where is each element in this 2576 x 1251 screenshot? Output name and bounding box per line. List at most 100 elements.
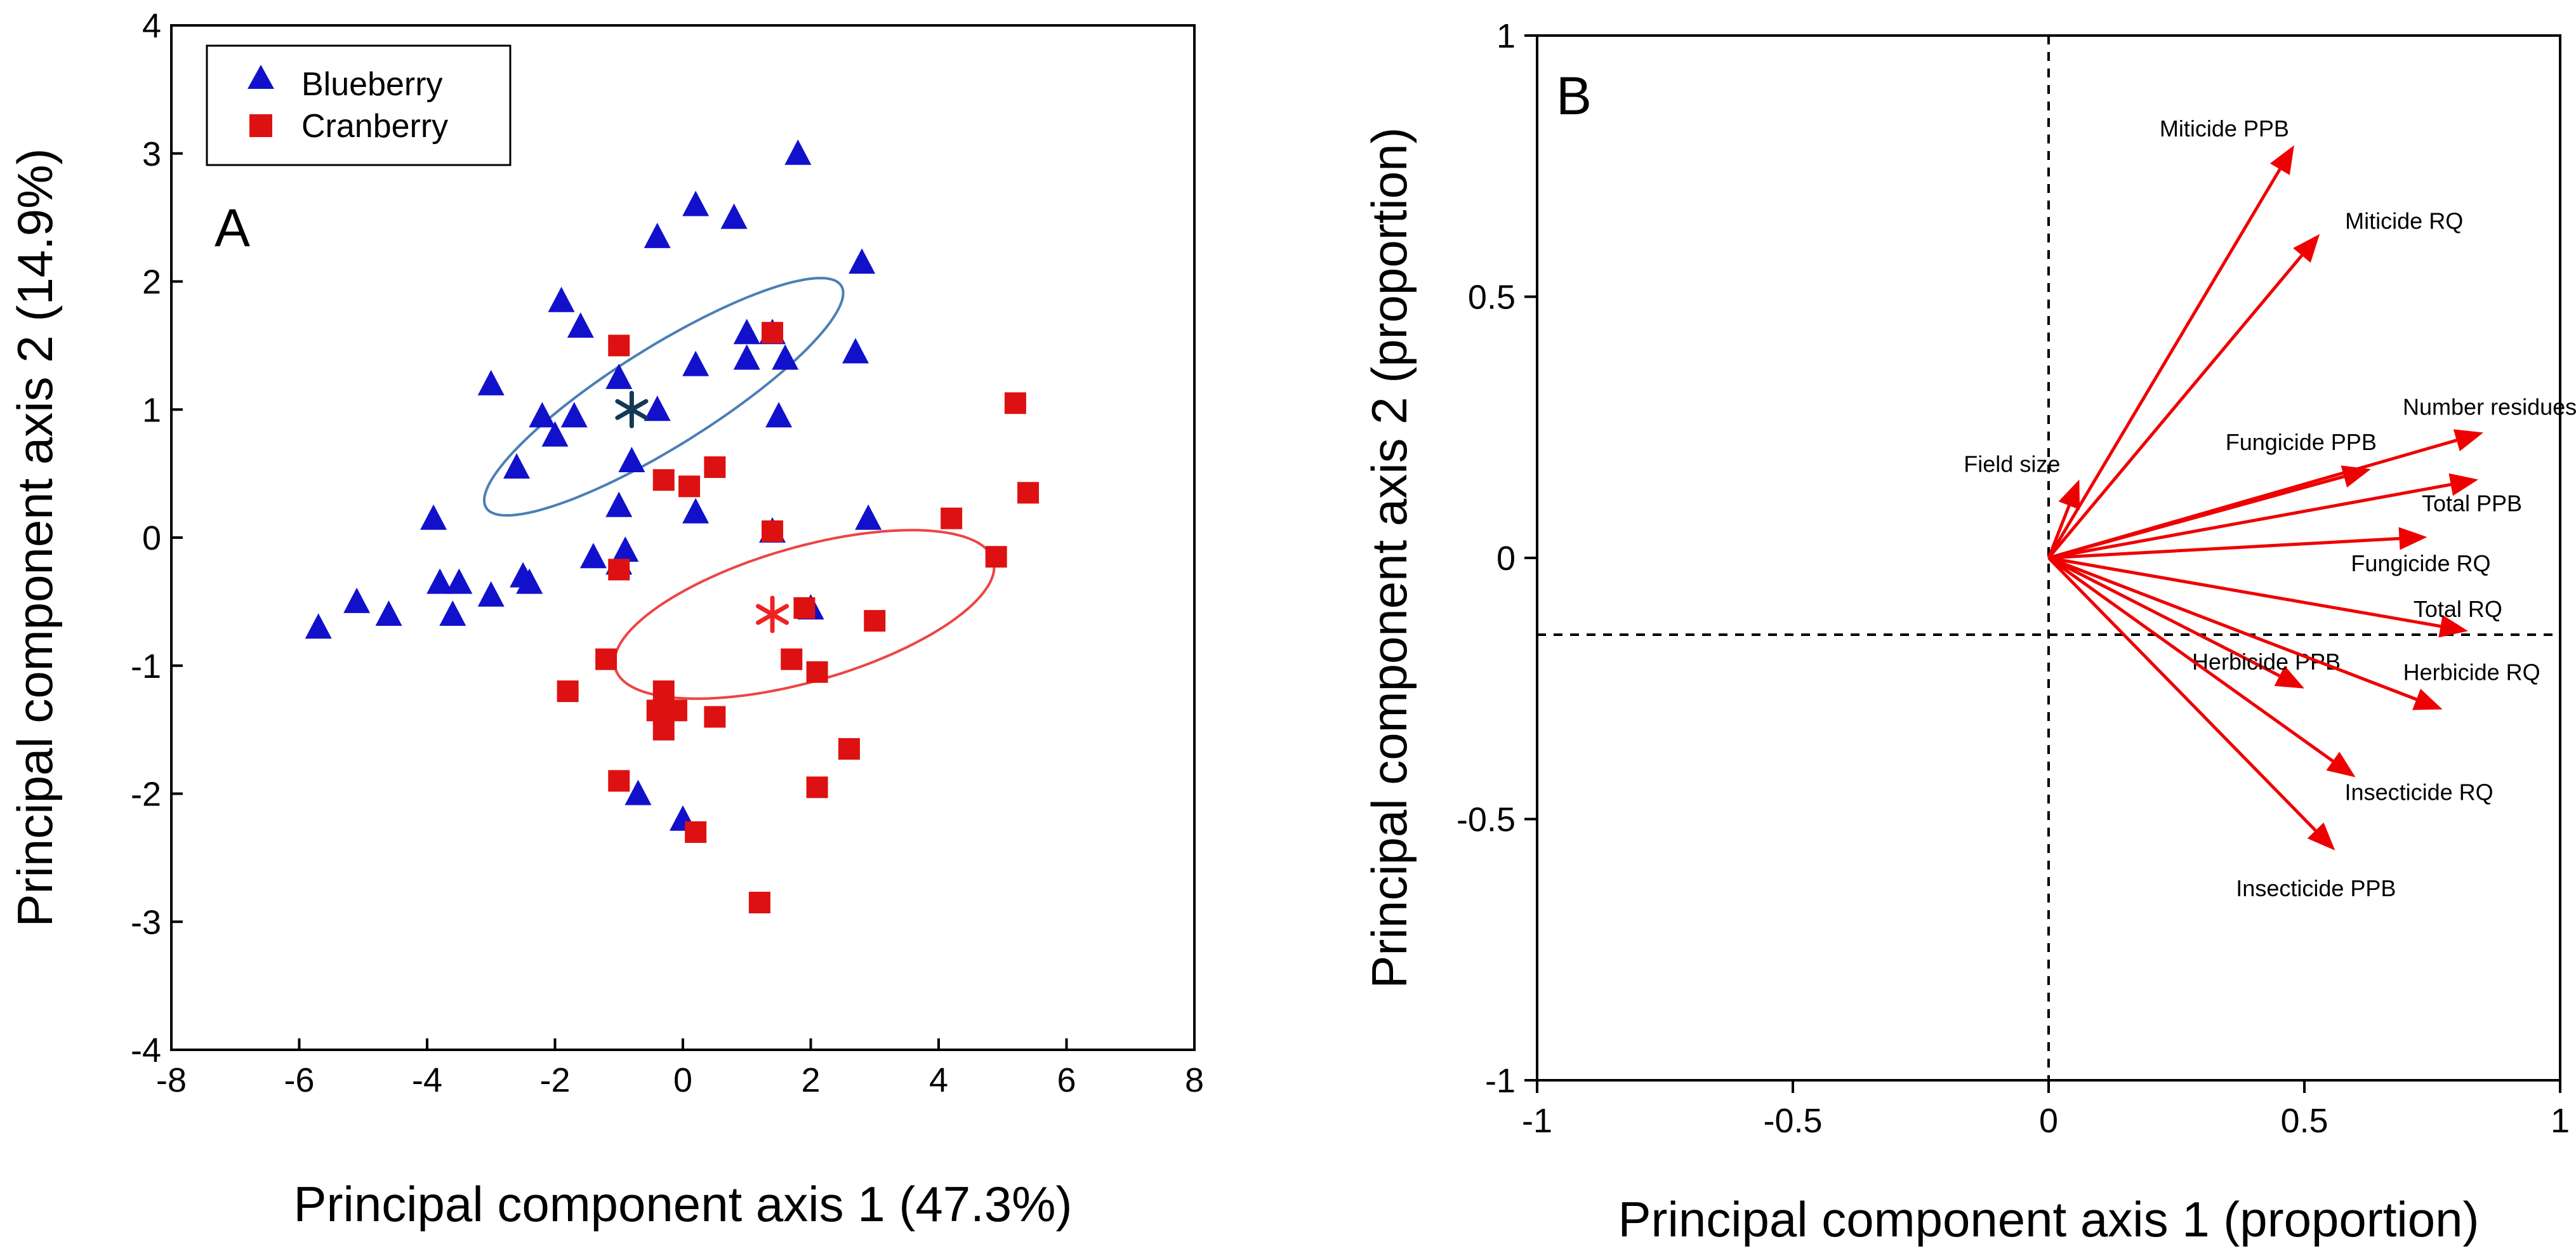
y-tick-label: -3 [131, 903, 161, 941]
vector-shaft [2047, 556, 2280, 677]
cranberry-point [665, 699, 687, 722]
cranberry-point [985, 546, 1007, 568]
blueberry-point [772, 344, 799, 370]
panel-b-label: B [1556, 66, 1592, 126]
vector-arrowhead [2293, 234, 2320, 263]
panel-a-plot-frame [170, 24, 1196, 1051]
vector-label: Fungicide RQ [2351, 550, 2490, 576]
blueberry-point [605, 363, 633, 389]
blueberry-point [305, 613, 332, 639]
cranberry-point [678, 475, 701, 498]
vector-label: Miticide RQ [2345, 208, 2463, 234]
y-tick-label: 1 [1496, 17, 1516, 55]
vector-shaft [2048, 475, 2345, 560]
cranberry-point [1017, 482, 1040, 504]
blueberry-point [849, 248, 876, 274]
blueberry-point [541, 421, 569, 447]
blueberry-point [784, 139, 812, 165]
cranberry-point [806, 776, 828, 798]
blueberry-point [733, 344, 760, 370]
cranberry-point [608, 770, 630, 792]
y-tick-label: 2 [142, 263, 161, 301]
legend-box [206, 44, 512, 166]
vector-fungicide-ppb: Fungicide PPB [2048, 429, 2377, 560]
panel-a-centroids [615, 390, 789, 633]
ellipse-blueberry [482, 277, 845, 517]
vector-shaft [2047, 254, 2303, 559]
y-tick-label: 3 [142, 135, 161, 173]
vector-arrowhead [2453, 429, 2484, 451]
vector-label: Number residues [2403, 394, 2576, 420]
panel-b-y-axis-title: Principal component axis 2 (proportion) [1361, 127, 1417, 988]
y-tick-label: -2 [131, 776, 161, 814]
vector-shaft [2047, 556, 2334, 763]
cranberry-point [762, 520, 784, 542]
cranberry-point [704, 706, 726, 728]
vector-fungicide-rq: Fungicide RQ [2048, 527, 2490, 576]
vector-arrowhead [2412, 689, 2443, 710]
panel-a-y-axis-title: Principal component axis 2 (14.9%) [7, 149, 63, 927]
blueberry-point [644, 395, 671, 421]
vector-arrowhead [2307, 822, 2335, 851]
centroid-stroke [615, 399, 649, 420]
legend-cranberry-label: Cranberry [301, 108, 448, 145]
blueberry-point [529, 402, 556, 428]
cranberry-point [646, 699, 668, 722]
panel-b-ticks: -1 -0.5 0 0.5 1 -1 -0.5 0 0.5 1 [1456, 17, 2570, 1140]
x-tick-label: -4 [412, 1061, 442, 1099]
vector-arrowhead [2341, 465, 2371, 488]
x-tick-label: -6 [284, 1061, 314, 1099]
cranberry-point [748, 891, 770, 913]
cranberry-point [781, 648, 803, 670]
vector-label: Field size [1964, 451, 2060, 477]
blueberry-point [567, 312, 594, 338]
blueberry-point [477, 369, 505, 395]
cranberry-point [685, 821, 707, 844]
x-tick-label: 1 [2551, 1102, 2570, 1140]
vector-arrowhead [2274, 665, 2304, 689]
blueberry-point [446, 568, 473, 594]
blueberry-point [560, 402, 588, 428]
y-tick-label: -4 [131, 1031, 161, 1069]
vector-label: Insecticide RQ [2345, 779, 2493, 805]
vector-arrowhead [2058, 479, 2080, 510]
blueberry-point [720, 203, 748, 229]
vector-miticide-rq: Miticide RQ [2047, 208, 2463, 559]
x-tick-label: -1 [1522, 1102, 1552, 1140]
x-tick-label: 8 [1185, 1061, 1204, 1099]
legend-blueberry-marker [248, 65, 274, 89]
x-tick-label: 0 [2039, 1102, 2058, 1140]
vector-insecticide-rq: Insecticide RQ [2047, 556, 2493, 805]
panel-a-legend: Blueberry Cranberry [206, 44, 512, 166]
x-tick-label: 2 [801, 1061, 820, 1099]
blueberry-point [579, 543, 607, 569]
y-tick-label: -1 [131, 647, 161, 685]
vector-label: Insecticide PPB [2236, 875, 2396, 901]
vector-insecticide-ppb: Insecticide PPB [2047, 557, 2396, 901]
vector-arrowhead [2438, 614, 2468, 638]
y-tick-label: 0.5 [1468, 279, 1516, 317]
vector-label: Miticide PPB [2160, 116, 2289, 142]
blueberry-point [477, 581, 505, 607]
cranberry-point [652, 680, 675, 703]
blueberry-point [426, 568, 454, 594]
cranberry-point [608, 334, 630, 357]
blueberry-point [765, 402, 793, 428]
x-tick-label: 4 [929, 1061, 948, 1099]
y-tick-label: 0 [1496, 539, 1516, 578]
cranberry-point [793, 597, 816, 619]
x-tick-label: 6 [1057, 1061, 1076, 1099]
x-tick-label: -0.5 [1763, 1102, 1822, 1140]
vector-shaft [2047, 505, 2071, 559]
cranberry-point [941, 507, 963, 529]
panel-a-x-axis-title: Principal component axis 1 (47.3%) [294, 1176, 1073, 1232]
y-tick-label: 0 [142, 519, 161, 557]
vector-label: Fungicide PPB [2226, 429, 2377, 455]
blueberry-point [855, 504, 882, 530]
vector-shaft [2048, 537, 2400, 560]
cranberry-point [652, 469, 675, 491]
panel-a-ticks: -8 -6 -4 -2 0 2 4 6 8 -4 -3 -2 -1 0 1 2 3 4 [131, 7, 1204, 1099]
blueberry-point [439, 600, 466, 626]
